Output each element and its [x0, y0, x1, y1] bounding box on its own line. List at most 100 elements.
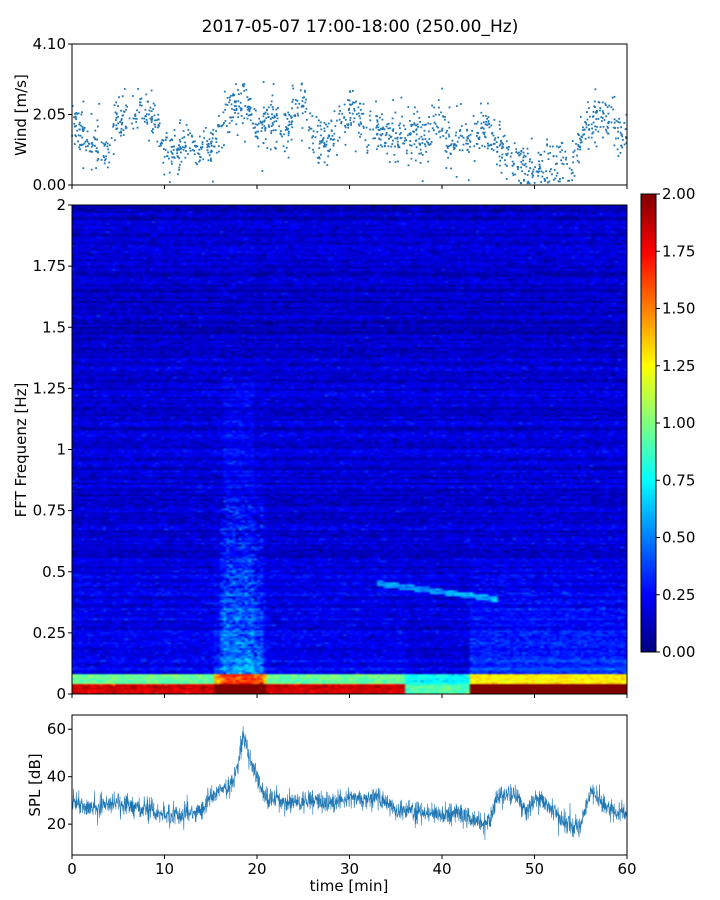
wind-point: [625, 142, 628, 144]
wind-point: [300, 105, 303, 108]
wind-point: [604, 102, 607, 105]
wind-point: [446, 147, 449, 149]
wind-point: [120, 122, 123, 125]
wind-point: [316, 131, 319, 133]
wind-point: [198, 135, 201, 138]
wind-point: [487, 116, 490, 118]
wind-point: [415, 128, 418, 131]
wind-point: [424, 143, 426, 146]
wind-point: [462, 136, 465, 139]
wind-point: [360, 112, 363, 115]
wind-point: [573, 175, 576, 177]
wind-point: [484, 123, 487, 126]
wind-point: [211, 132, 214, 135]
wind-point: [599, 126, 602, 128]
wind-point: [452, 146, 455, 148]
wind-point: [134, 117, 137, 120]
wind-point: [287, 156, 290, 159]
wind-point: [515, 151, 518, 153]
wind-point: [340, 121, 343, 123]
wind-point: [226, 125, 228, 127]
wind-point: [315, 116, 318, 118]
wind-point: [304, 101, 307, 104]
wind-point: [460, 103, 462, 105]
wind-point: [82, 130, 85, 132]
spl-axes-frame: [71, 714, 628, 856]
wind-point: [240, 109, 242, 112]
wind-point: [157, 126, 159, 129]
wind-point: [598, 101, 601, 104]
spectrogram-heatmap: [72, 205, 627, 694]
wind-point: [97, 125, 99, 128]
wind-point: [201, 143, 204, 146]
wind-point: [625, 113, 628, 116]
wind-point: [388, 134, 391, 137]
wind-point: [542, 171, 545, 174]
wind-point: [325, 140, 328, 143]
wind-point: [140, 97, 143, 100]
wind-point: [215, 141, 218, 143]
wind-point: [77, 134, 80, 137]
wind-point: [104, 143, 106, 146]
wind-point: [232, 116, 235, 119]
wind-point: [248, 110, 251, 113]
wind-point: [543, 150, 546, 153]
wind-point: [515, 148, 518, 151]
wind-point: [74, 115, 77, 118]
wind-point: [424, 145, 427, 148]
wind-point: [597, 130, 600, 133]
wind-point: [171, 139, 174, 141]
wind-point: [502, 146, 505, 149]
wind-point: [500, 171, 503, 174]
wind-point: [522, 159, 524, 162]
wind-point: [309, 112, 311, 115]
wind-point: [528, 160, 531, 163]
wind-point: [444, 149, 447, 152]
wind-point: [562, 163, 565, 166]
wind-point: [483, 131, 486, 134]
wind-point: [467, 137, 469, 139]
wind-point: [376, 115, 378, 118]
wind-point: [210, 160, 212, 162]
colorbar-tick-label: 1.25: [662, 357, 695, 375]
wind-point: [524, 173, 526, 175]
spectrogram-ytick-label: 1: [56, 441, 66, 459]
wind-point: [348, 103, 351, 106]
wind-point: [91, 151, 93, 153]
wind-point: [189, 132, 191, 135]
wind-point: [558, 146, 560, 149]
wind-point: [283, 113, 286, 116]
wind-point: [343, 116, 346, 118]
wind-point: [318, 157, 321, 160]
wind-point: [481, 144, 484, 147]
wind-point: [263, 119, 266, 122]
wind-point: [200, 146, 202, 149]
wind-point: [466, 136, 469, 138]
wind-point: [538, 163, 541, 166]
wind-point: [434, 122, 437, 125]
wind-point: [394, 145, 396, 148]
wind-point: [90, 145, 93, 148]
wind-point: [473, 122, 476, 125]
wind-point: [206, 146, 209, 149]
wind-point: [601, 110, 604, 112]
wind-point: [328, 135, 330, 138]
wind-point: [375, 100, 377, 103]
wind-point: [199, 156, 202, 159]
wind-point: [262, 120, 264, 123]
wind-point: [266, 109, 268, 112]
wind-point: [441, 127, 444, 130]
wind-point: [501, 153, 504, 156]
wind-point: [266, 113, 269, 115]
wind-point: [210, 144, 213, 147]
wind-point: [450, 167, 452, 170]
wind-point: [87, 145, 89, 147]
wind-point: [485, 120, 487, 123]
wind-point: [554, 177, 557, 180]
wind-point: [394, 111, 397, 114]
wind-point: [356, 113, 358, 116]
wind-point: [337, 139, 339, 142]
wind-point: [573, 149, 576, 152]
wind-point: [492, 134, 495, 137]
wind-point: [173, 156, 175, 159]
